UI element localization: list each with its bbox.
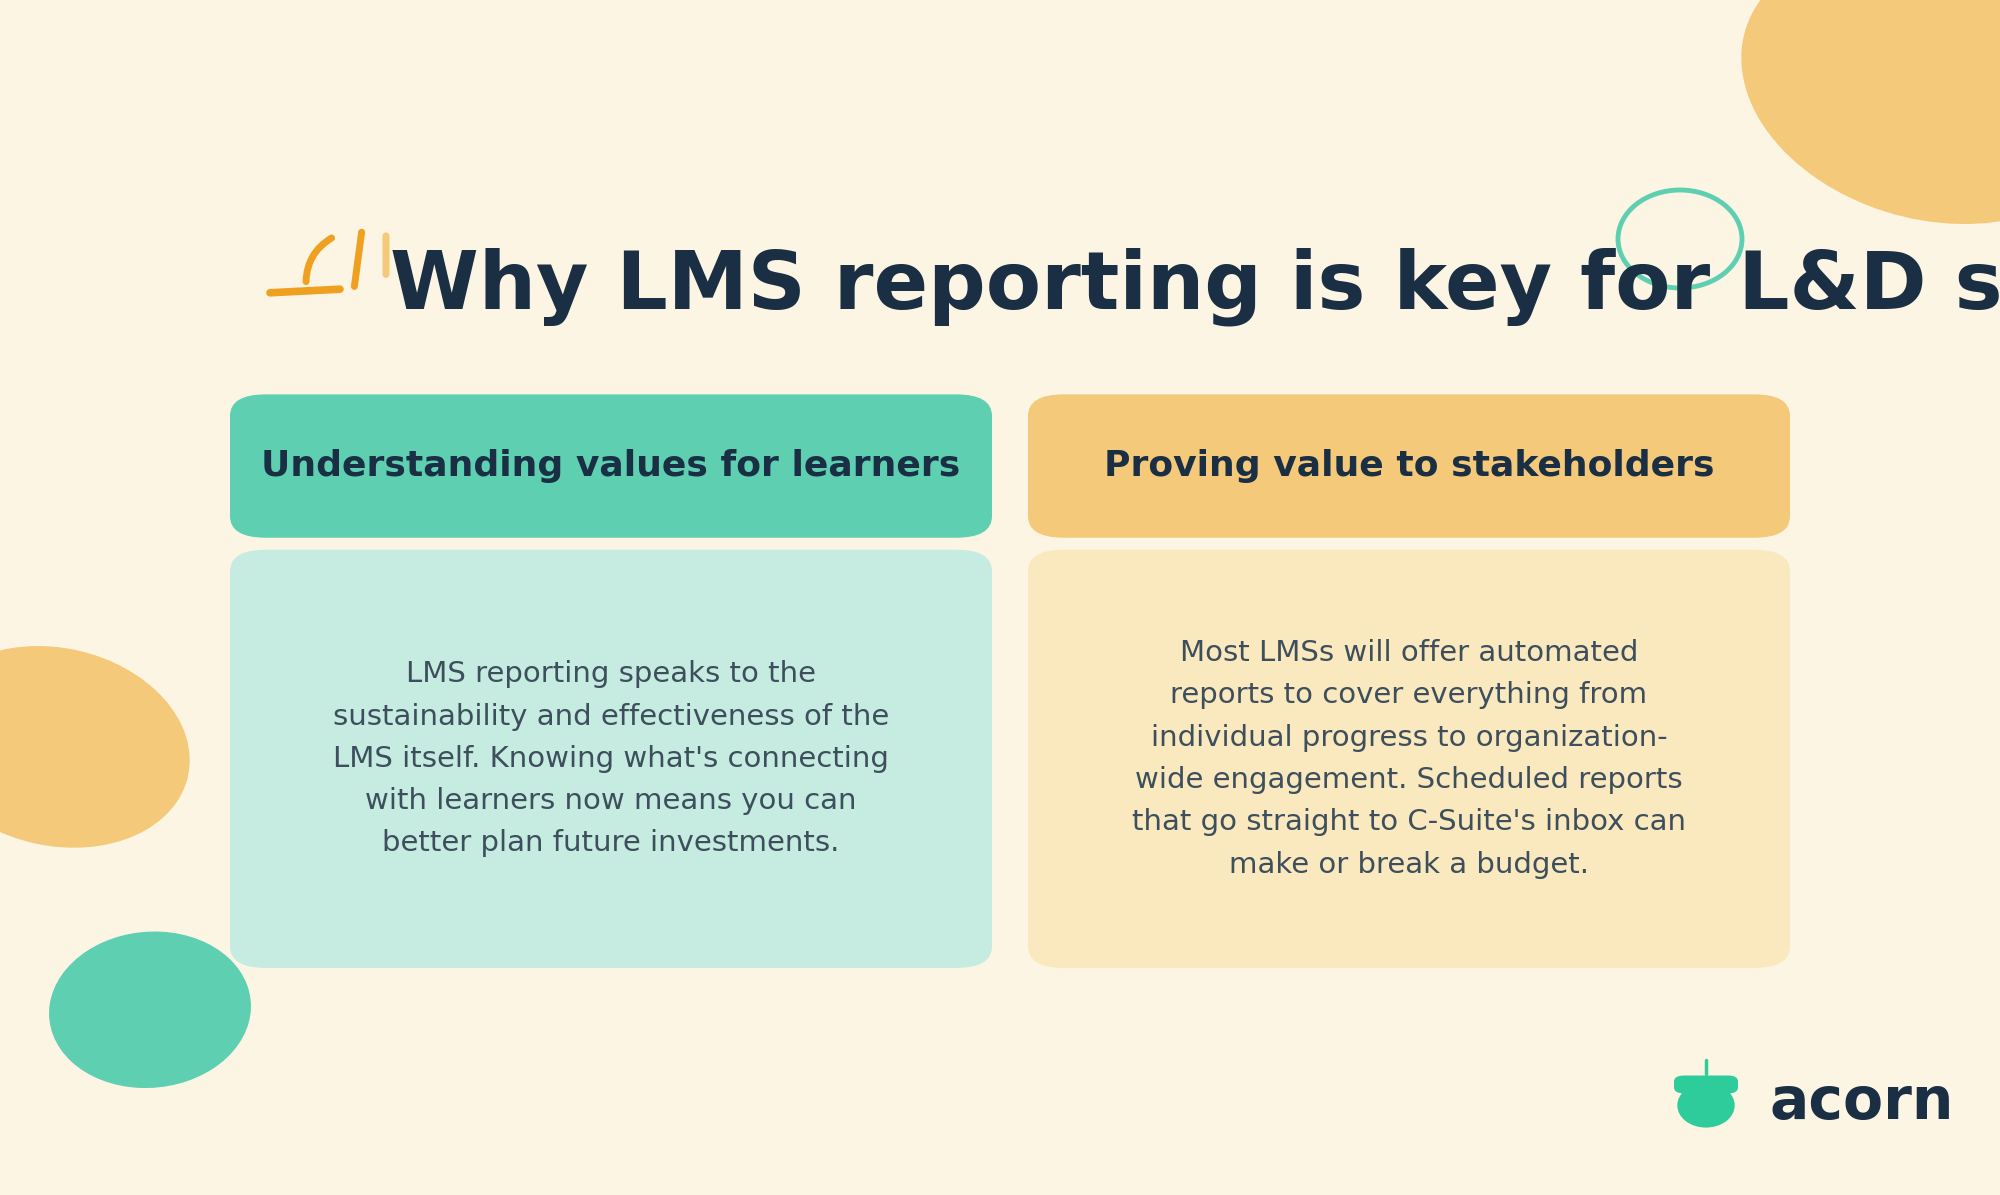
Text: Most LMSs will offer automated
reports to cover everything from
individual progr: Most LMSs will offer automated reports t…	[1132, 639, 1686, 878]
Text: LMS reporting speaks to the
sustainability and effectiveness of the
LMS itself. : LMS reporting speaks to the sustainabili…	[332, 660, 890, 858]
Text: Why LMS reporting is key for L&D success: Why LMS reporting is key for L&D success	[390, 247, 2000, 326]
Ellipse shape	[1742, 0, 2000, 223]
Ellipse shape	[50, 932, 250, 1087]
Text: Proving value to stakeholders: Proving value to stakeholders	[1104, 449, 1714, 483]
FancyBboxPatch shape	[230, 550, 992, 968]
FancyBboxPatch shape	[1674, 1076, 1738, 1093]
FancyBboxPatch shape	[230, 394, 992, 538]
Ellipse shape	[0, 646, 190, 847]
Text: Understanding values for learners: Understanding values for learners	[262, 449, 960, 483]
FancyBboxPatch shape	[1028, 550, 1790, 968]
FancyBboxPatch shape	[1028, 394, 1790, 538]
Ellipse shape	[1678, 1084, 1734, 1127]
Text: acorn: acorn	[1770, 1074, 1954, 1132]
